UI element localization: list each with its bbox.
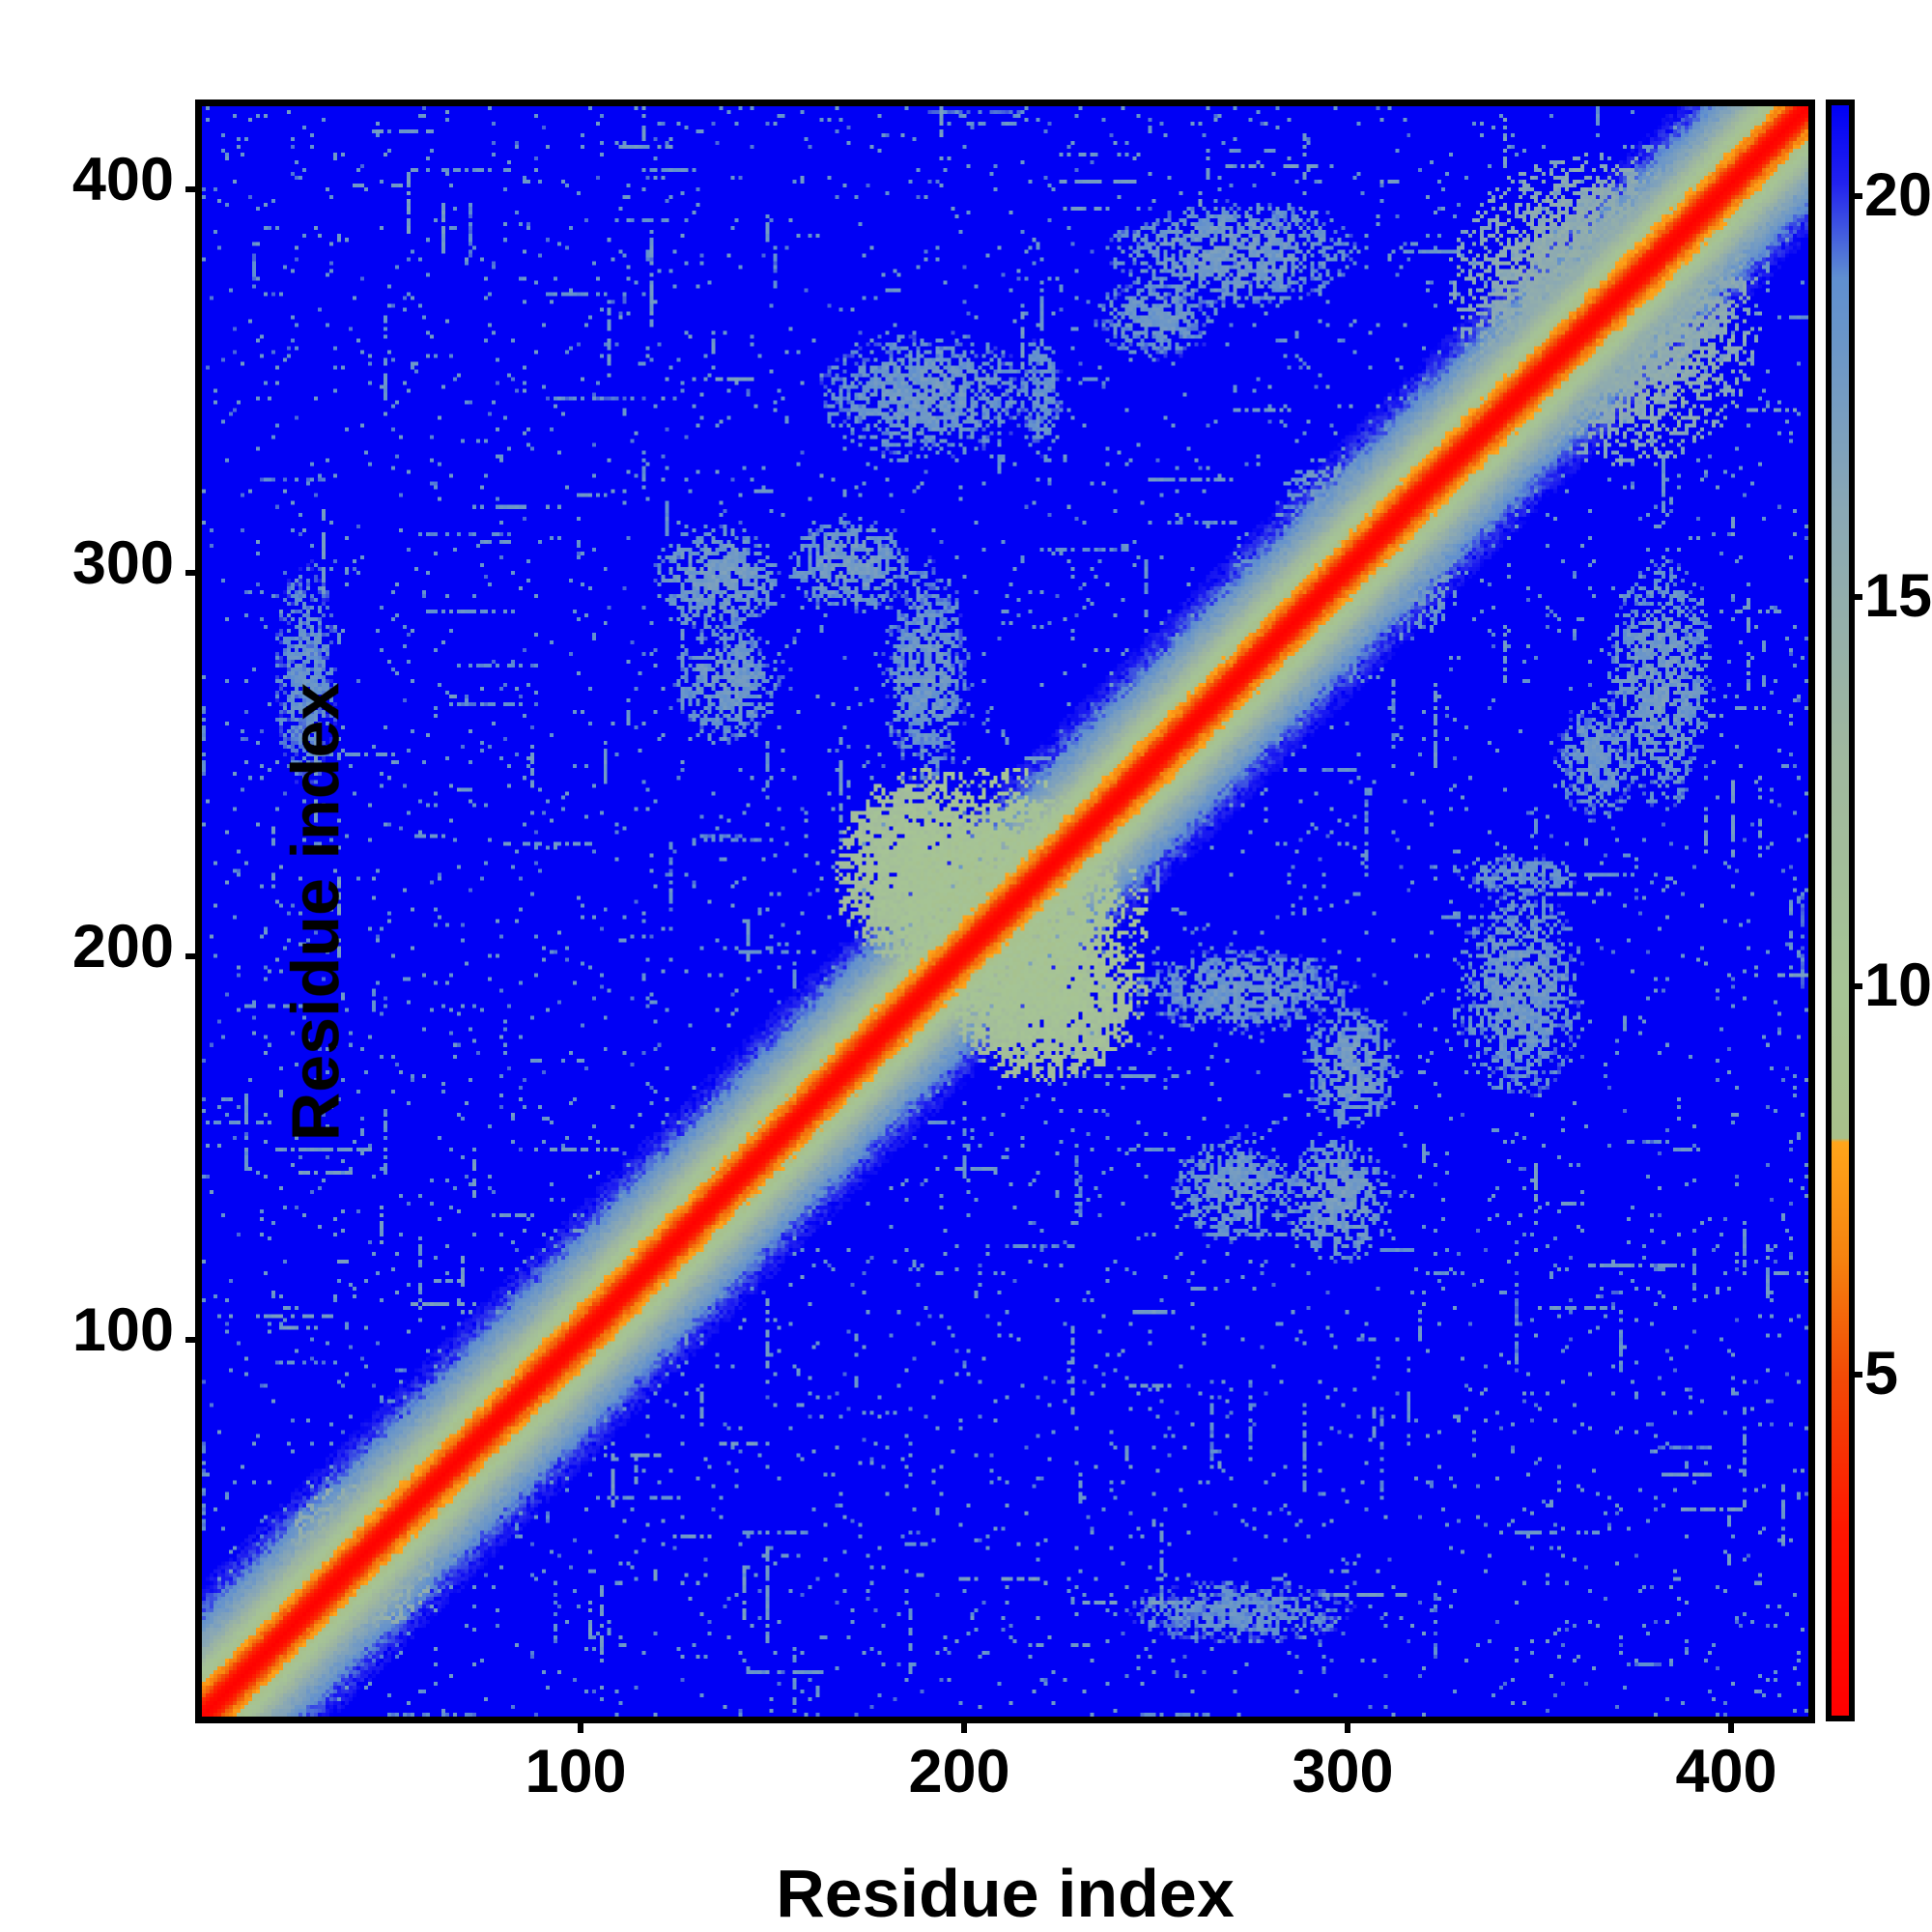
x-tick-mark bbox=[578, 1717, 583, 1733]
y-tick-mark bbox=[185, 953, 202, 959]
colorbar-tick-mark bbox=[1849, 983, 1862, 989]
y-tick-label-400: 400 bbox=[71, 146, 174, 213]
colorbar-tick-mark bbox=[1849, 193, 1862, 199]
x-tick-label-300: 300 bbox=[1292, 1738, 1394, 1805]
y-tick-mark bbox=[185, 1337, 202, 1343]
x-tick-label-100: 100 bbox=[525, 1738, 627, 1805]
x-tick-mark bbox=[1345, 1717, 1350, 1733]
colorbar-tick-mark bbox=[1849, 594, 1862, 600]
colorbar-label-20: 20 bbox=[1864, 161, 1932, 229]
colorbar-frame bbox=[1826, 99, 1855, 1721]
x-tick-mark bbox=[1728, 1717, 1734, 1733]
colorbar-label-10: 10 bbox=[1864, 952, 1932, 1019]
x-tick-mark bbox=[961, 1717, 967, 1733]
x-axis-title: Residue index bbox=[776, 1856, 1235, 1931]
x-tick-label-200: 200 bbox=[908, 1738, 1010, 1805]
y-tick-label-300: 300 bbox=[71, 529, 174, 597]
y-axis-title: Residue index bbox=[277, 682, 354, 1141]
heatmap-canvas[interactable] bbox=[202, 106, 1808, 1717]
colorbar-tick-mark bbox=[1849, 1372, 1862, 1378]
y-tick-label-100: 100 bbox=[71, 1296, 174, 1364]
y-tick-mark bbox=[185, 186, 202, 192]
colorbar-label-5: 5 bbox=[1864, 1340, 1899, 1407]
colorbar[interactable]: 5 10 15 20 bbox=[1826, 99, 1932, 1721]
y-tick-label-200: 200 bbox=[71, 913, 174, 980]
colorbar-label-15: 15 bbox=[1864, 562, 1932, 630]
x-tick-label-400: 400 bbox=[1675, 1738, 1777, 1805]
heatmap-plot-area[interactable]: Residue index Residue index bbox=[185, 99, 1815, 1931]
y-tick-mark bbox=[185, 570, 202, 576]
colorbar-gradient bbox=[1832, 105, 1849, 1716]
